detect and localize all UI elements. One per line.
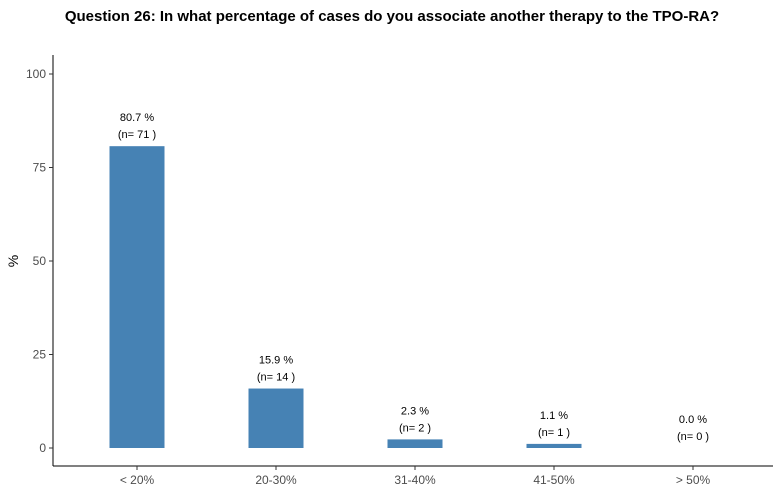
count-label: (n= 71 ) [118, 129, 156, 141]
bar [387, 439, 443, 448]
y-axis: 0 25 50 75 100 [26, 55, 54, 466]
count-label: (n= 1 ) [538, 427, 570, 439]
y-tick-label: 50 [33, 254, 47, 268]
count-label: (n= 14 ) [257, 372, 295, 384]
y-tick-label: 0 [39, 441, 46, 455]
count-label: (n= 0 ) [677, 431, 709, 443]
x-tick-label: 41-50% [533, 473, 575, 487]
value-label: 2.3 % [401, 405, 429, 417]
x-tick-label: 31-40% [394, 473, 436, 487]
value-label: 0.0 % [679, 414, 707, 426]
x-tick-label: > 50% [676, 473, 711, 487]
y-tick-label: 100 [26, 67, 46, 81]
y-axis-title: % [5, 255, 21, 267]
bar [248, 388, 304, 448]
value-label: 1.1 % [540, 410, 568, 422]
bars [109, 146, 582, 448]
y-tick-label: 75 [33, 161, 47, 175]
value-label: 80.7 % [120, 112, 154, 124]
data-labels: 80.7 % (n= 71 ) 15.9 % (n= 14 ) 2.3 % (n= 2 )… [118, 112, 709, 443]
x-tick-label: 20-30% [255, 473, 297, 487]
chart-title: Question 26: In what percentage of cases… [64, 8, 720, 25]
bar [526, 443, 582, 448]
x-tick-label: < 20% [120, 473, 155, 487]
value-label: 15.9 % [259, 355, 293, 367]
count-label: (n= 2 ) [399, 422, 431, 434]
y-tick-label: 25 [33, 348, 47, 362]
x-axis: < 20% 20-30% 31-40% 41-50% > 50% [53, 465, 773, 487]
bar [109, 146, 165, 448]
